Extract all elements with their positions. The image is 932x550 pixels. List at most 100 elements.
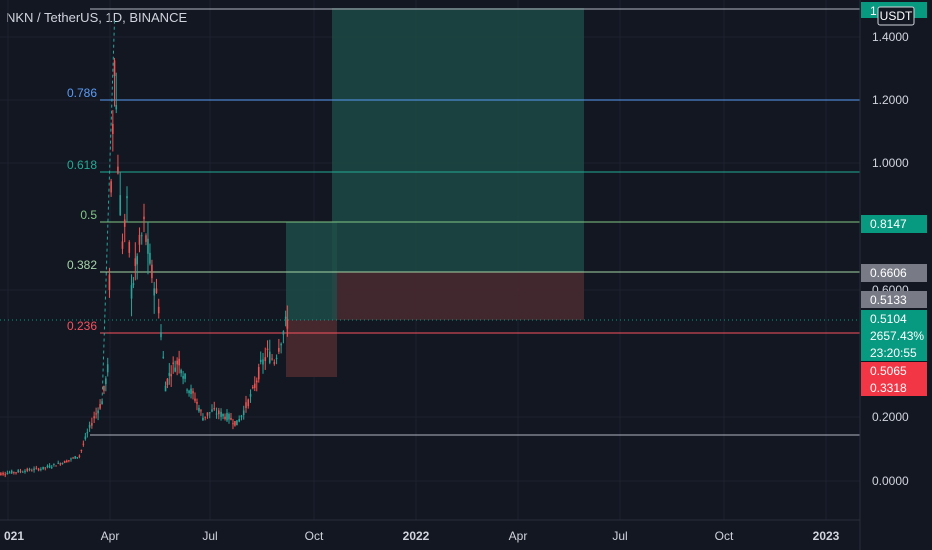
candle-body	[9, 472, 11, 473]
fib-label-0.618: 0.618	[67, 158, 97, 172]
candle-body	[254, 384, 256, 388]
candle-body	[169, 373, 171, 376]
candle-body	[190, 389, 192, 394]
candle-body	[74, 456, 76, 459]
candle-body	[238, 419, 240, 422]
fib-label-0.786: 0.786	[67, 86, 97, 100]
candle-body	[126, 196, 128, 198]
candle-body	[97, 411, 99, 414]
x-tick-label: 021	[4, 529, 24, 543]
candle-body	[176, 361, 178, 365]
candle-body	[232, 423, 234, 424]
candle-body	[209, 412, 211, 413]
x-tick-label: Jul	[612, 529, 627, 543]
candle-body	[241, 415, 243, 417]
price-badge-5: 0.5104	[861, 310, 927, 327]
candle-body	[136, 256, 138, 264]
candle-body	[165, 386, 167, 392]
candle-body	[42, 467, 44, 469]
candle-body	[135, 258, 137, 266]
candle-body	[174, 368, 176, 372]
candle-body	[230, 418, 232, 420]
candle-body	[274, 362, 276, 364]
long-target-zone-2[interactable]	[286, 222, 337, 320]
price-badge-8: 0.5065	[861, 362, 927, 379]
badge-text: 2657.43%	[870, 329, 924, 343]
candle-body	[243, 411, 245, 415]
candle-body	[247, 400, 249, 407]
candle-body	[55, 466, 57, 467]
candle-body	[11, 471, 13, 474]
candle-body	[114, 60, 116, 76]
candle-body	[99, 404, 101, 409]
candle-body	[280, 344, 282, 346]
y-tick-label: 0.0000	[872, 474, 909, 488]
candle-body	[218, 410, 220, 414]
candle-body	[89, 425, 91, 428]
candle-body	[192, 391, 194, 393]
candle-body	[250, 394, 252, 397]
candle-body	[147, 239, 149, 254]
candle-body	[234, 421, 236, 426]
candle-body	[38, 469, 40, 471]
candle-body	[207, 412, 209, 415]
y-tick-label: 0.2000	[872, 410, 909, 424]
x-tick-label: Oct	[715, 529, 734, 543]
candle-body	[222, 414, 224, 416]
candle-body	[13, 472, 15, 473]
candle-body	[101, 401, 103, 404]
trend-guide	[102, 20, 114, 402]
candle-body	[17, 470, 19, 472]
candle-body	[81, 450, 83, 451]
candle-body	[109, 274, 111, 290]
candle-body	[22, 472, 24, 473]
candle-body	[180, 370, 182, 373]
candle-body	[283, 331, 285, 334]
candle-body	[162, 357, 164, 358]
x-tick-label: 2023	[813, 529, 840, 543]
candle-body	[258, 367, 260, 379]
candle-body	[31, 470, 33, 471]
candle-body	[262, 359, 264, 364]
candle-body	[211, 409, 213, 411]
candle-body	[167, 379, 169, 385]
candle-body	[186, 390, 188, 391]
price-series	[0, 20, 288, 477]
candle-body	[2, 473, 4, 475]
candle-body	[110, 181, 112, 192]
candle-body	[29, 469, 31, 470]
target-zone[interactable]	[332, 8, 584, 272]
stop-zone[interactable]	[332, 272, 584, 320]
time-axis[interactable]: 021 Apr Jul Oct 2022 Apr Jul Oct 2023	[4, 529, 840, 543]
candle-body	[93, 416, 95, 418]
badge-text: 0.6606	[870, 266, 907, 280]
candle-body	[264, 357, 266, 361]
candle-body	[36, 468, 38, 469]
badge-text: 0.5065	[870, 364, 907, 378]
candle-body	[200, 410, 202, 411]
candle-body	[53, 464, 55, 465]
candle-body	[271, 358, 273, 359]
candle-body	[95, 413, 97, 414]
price-badge-2: 0.8147	[861, 215, 927, 233]
candle-body	[60, 463, 62, 464]
candle-body	[182, 376, 184, 379]
candle-body	[156, 288, 158, 292]
candle-body	[149, 253, 151, 264]
currency-badge-text: USDT	[880, 9, 913, 23]
badge-text: 0.8147	[870, 217, 907, 231]
candle-body	[188, 391, 190, 393]
x-tick-label: 2022	[403, 529, 430, 543]
price-badge-4: 0.5133	[861, 291, 927, 308]
candle-body	[33, 469, 35, 471]
candle-body	[285, 317, 287, 319]
long-stop-zone-2[interactable]	[286, 320, 337, 377]
candle-body	[245, 402, 247, 408]
candle-body	[115, 105, 117, 109]
candle-body	[57, 463, 59, 464]
x-tick-label: Apr	[101, 529, 120, 543]
badge-text: 0.5133	[870, 293, 907, 307]
price-badges: 1.4860USDT0.81470.66060.51330.51042657.4…	[861, 2, 927, 396]
